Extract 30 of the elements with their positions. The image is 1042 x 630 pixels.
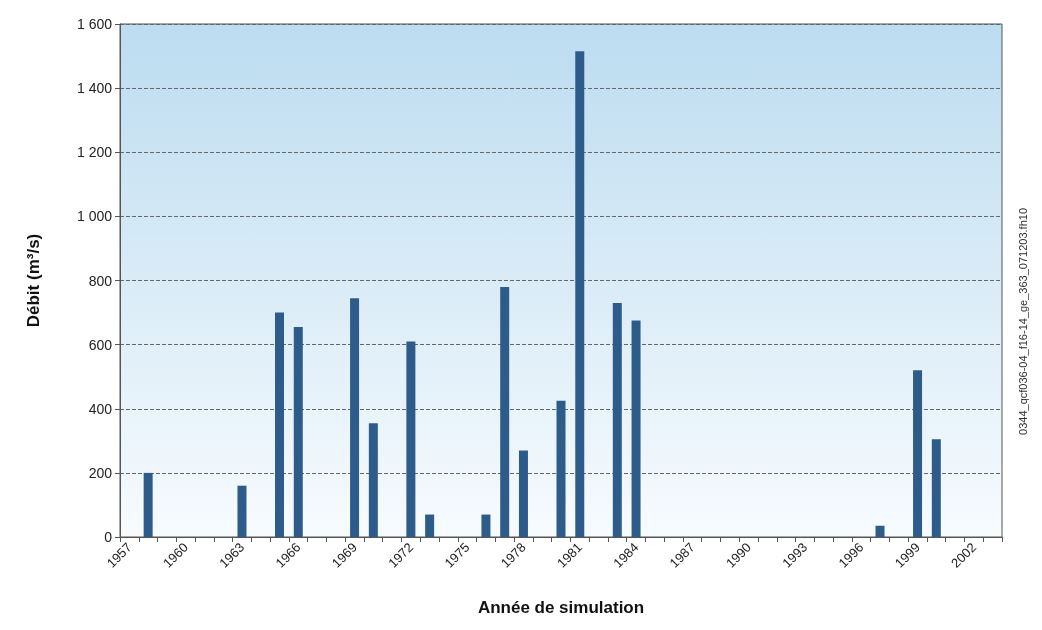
bar [631, 320, 641, 537]
y-tick-label: 1 400 [76, 80, 113, 97]
x-axis-title: Année de simulation [477, 598, 645, 617]
y-tick-label: 200 [88, 464, 113, 481]
bar [500, 286, 510, 537]
bar [575, 51, 585, 537]
y-tick-label: 400 [88, 400, 113, 417]
y-tick-label: 600 [88, 336, 113, 353]
bar [406, 341, 416, 537]
bar [143, 472, 153, 537]
y-tick-label: 1 000 [76, 208, 113, 225]
bar [931, 439, 941, 537]
y-tick-label: 1 600 [76, 16, 113, 32]
y-axis-title: Débit (m³/s) [24, 233, 43, 328]
bar [368, 423, 378, 537]
bar [425, 514, 435, 537]
y-tick-label: 800 [88, 272, 113, 289]
bar [350, 298, 360, 537]
bar [518, 450, 528, 537]
bar [556, 400, 566, 537]
bar [275, 312, 285, 537]
bar [481, 514, 491, 537]
bar [293, 326, 303, 537]
y-tick-label: 1 200 [76, 144, 113, 161]
text: 0344_qcf036-04_f16-14_ge_363_071203.fh10 [1016, 208, 1029, 435]
bar [612, 302, 622, 537]
bar [913, 370, 923, 537]
bar [237, 485, 247, 537]
bar [875, 525, 885, 537]
y-tick-label: 0 [104, 529, 113, 545]
